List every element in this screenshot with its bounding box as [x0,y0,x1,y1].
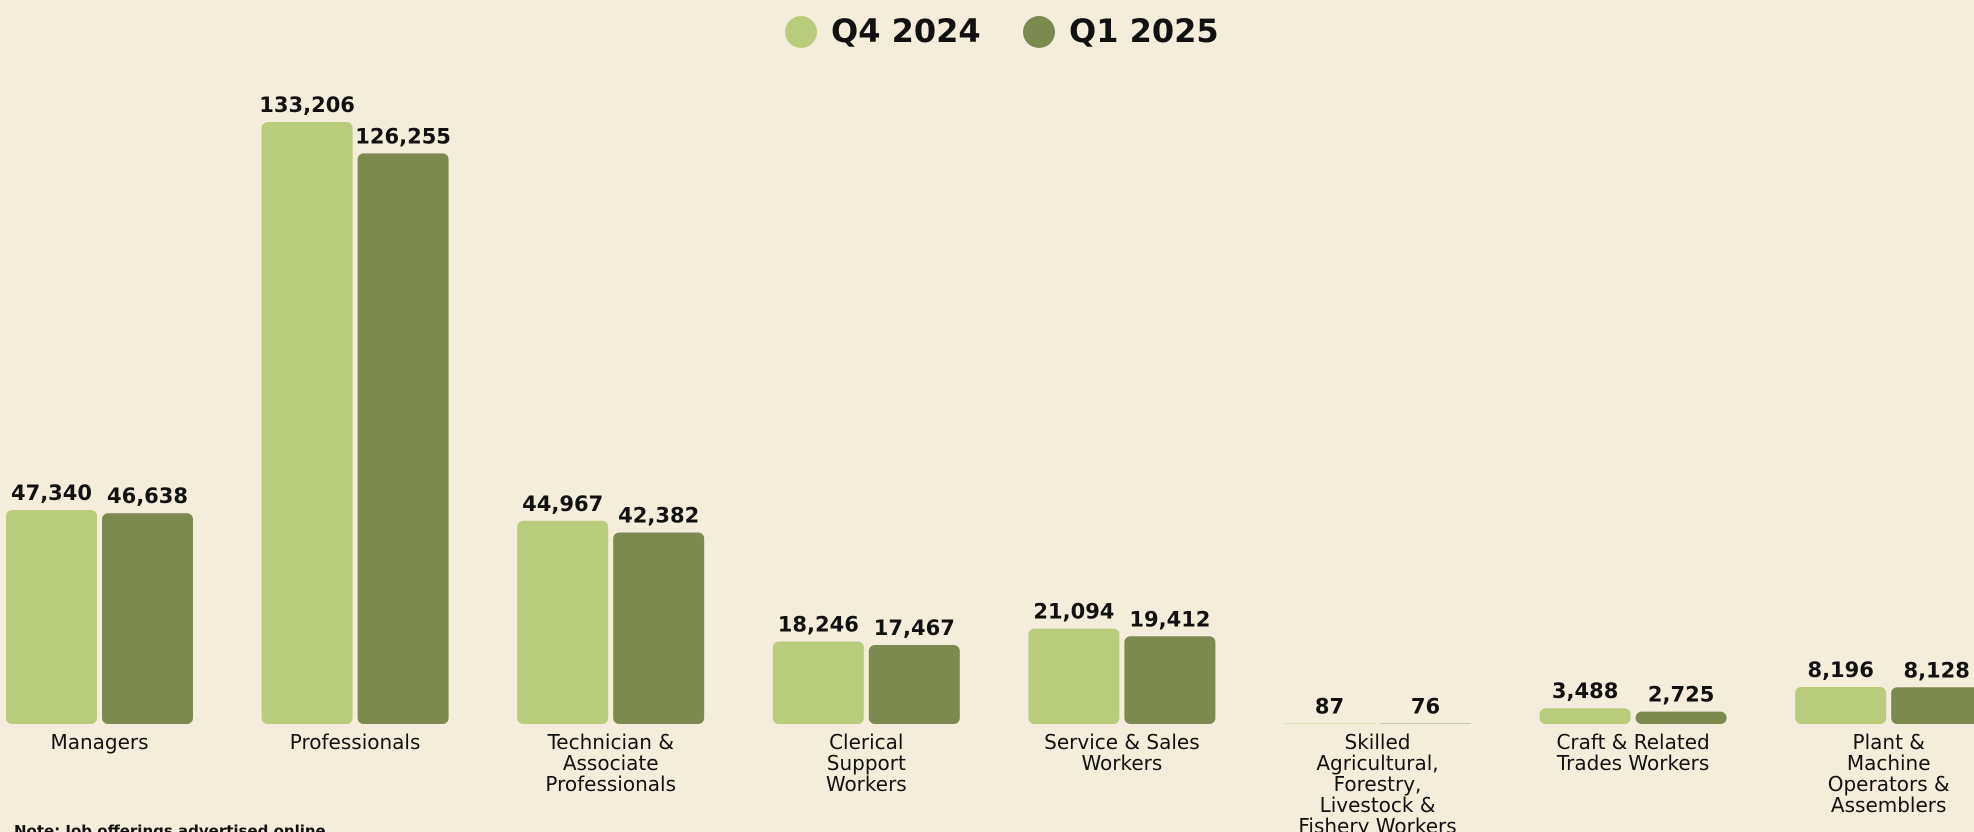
data-label: 126,255 [355,124,451,148]
data-label: 8,196 [1807,658,1873,682]
legend-label: Q1 2025 [1069,12,1219,50]
bar [613,532,705,724]
x-tick-label: Craft & Related Trades Workers [1556,730,1710,775]
data-label: 42,382 [618,503,699,527]
bar [1124,636,1216,724]
data-label: 44,967 [522,492,603,516]
data-label: 18,246 [778,613,859,637]
bar [1795,686,1887,724]
bar [261,122,353,724]
legend-label: Q4 2024 [831,12,981,50]
bar [1891,687,1974,724]
x-tick-label: Plant & Machine Operators & Assemblers [1827,730,1950,817]
data-label: 3,488 [1552,679,1618,703]
data-label: 19,412 [1129,607,1210,631]
data-label: 46,638 [107,484,188,508]
bar [517,520,609,724]
bar [868,645,960,724]
bar [1539,708,1631,724]
data-label: 21,094 [1033,600,1114,624]
x-tick-label: Professionals [289,730,421,754]
x-tick-label: Skilled Agricultural, Forestry, Livestoc… [1298,730,1457,832]
data-label: 87 [1315,695,1344,719]
data-label: 76 [1411,695,1440,719]
bar [102,513,193,724]
x-tick-label: Clerical Support Workers [825,730,907,796]
x-tick-label: Managers [50,730,149,754]
bar [357,153,449,725]
x-tick-label: Technician & Associate Professionals [545,730,676,796]
data-label: 133,206 [259,93,355,117]
x-tick-label: Service & Sales Workers [1044,730,1200,775]
bar [1028,628,1120,724]
data-label: 47,340 [11,481,92,505]
bar [1635,711,1727,724]
data-label: 8,128 [1903,658,1969,682]
data-label: 2,725 [1648,683,1714,707]
data-label: 17,467 [874,616,955,640]
legend-marker [1023,16,1055,48]
note: Note: Job offerings advertised online [14,822,326,832]
bar [772,641,864,724]
legend-marker [785,16,817,48]
bar [6,510,97,724]
